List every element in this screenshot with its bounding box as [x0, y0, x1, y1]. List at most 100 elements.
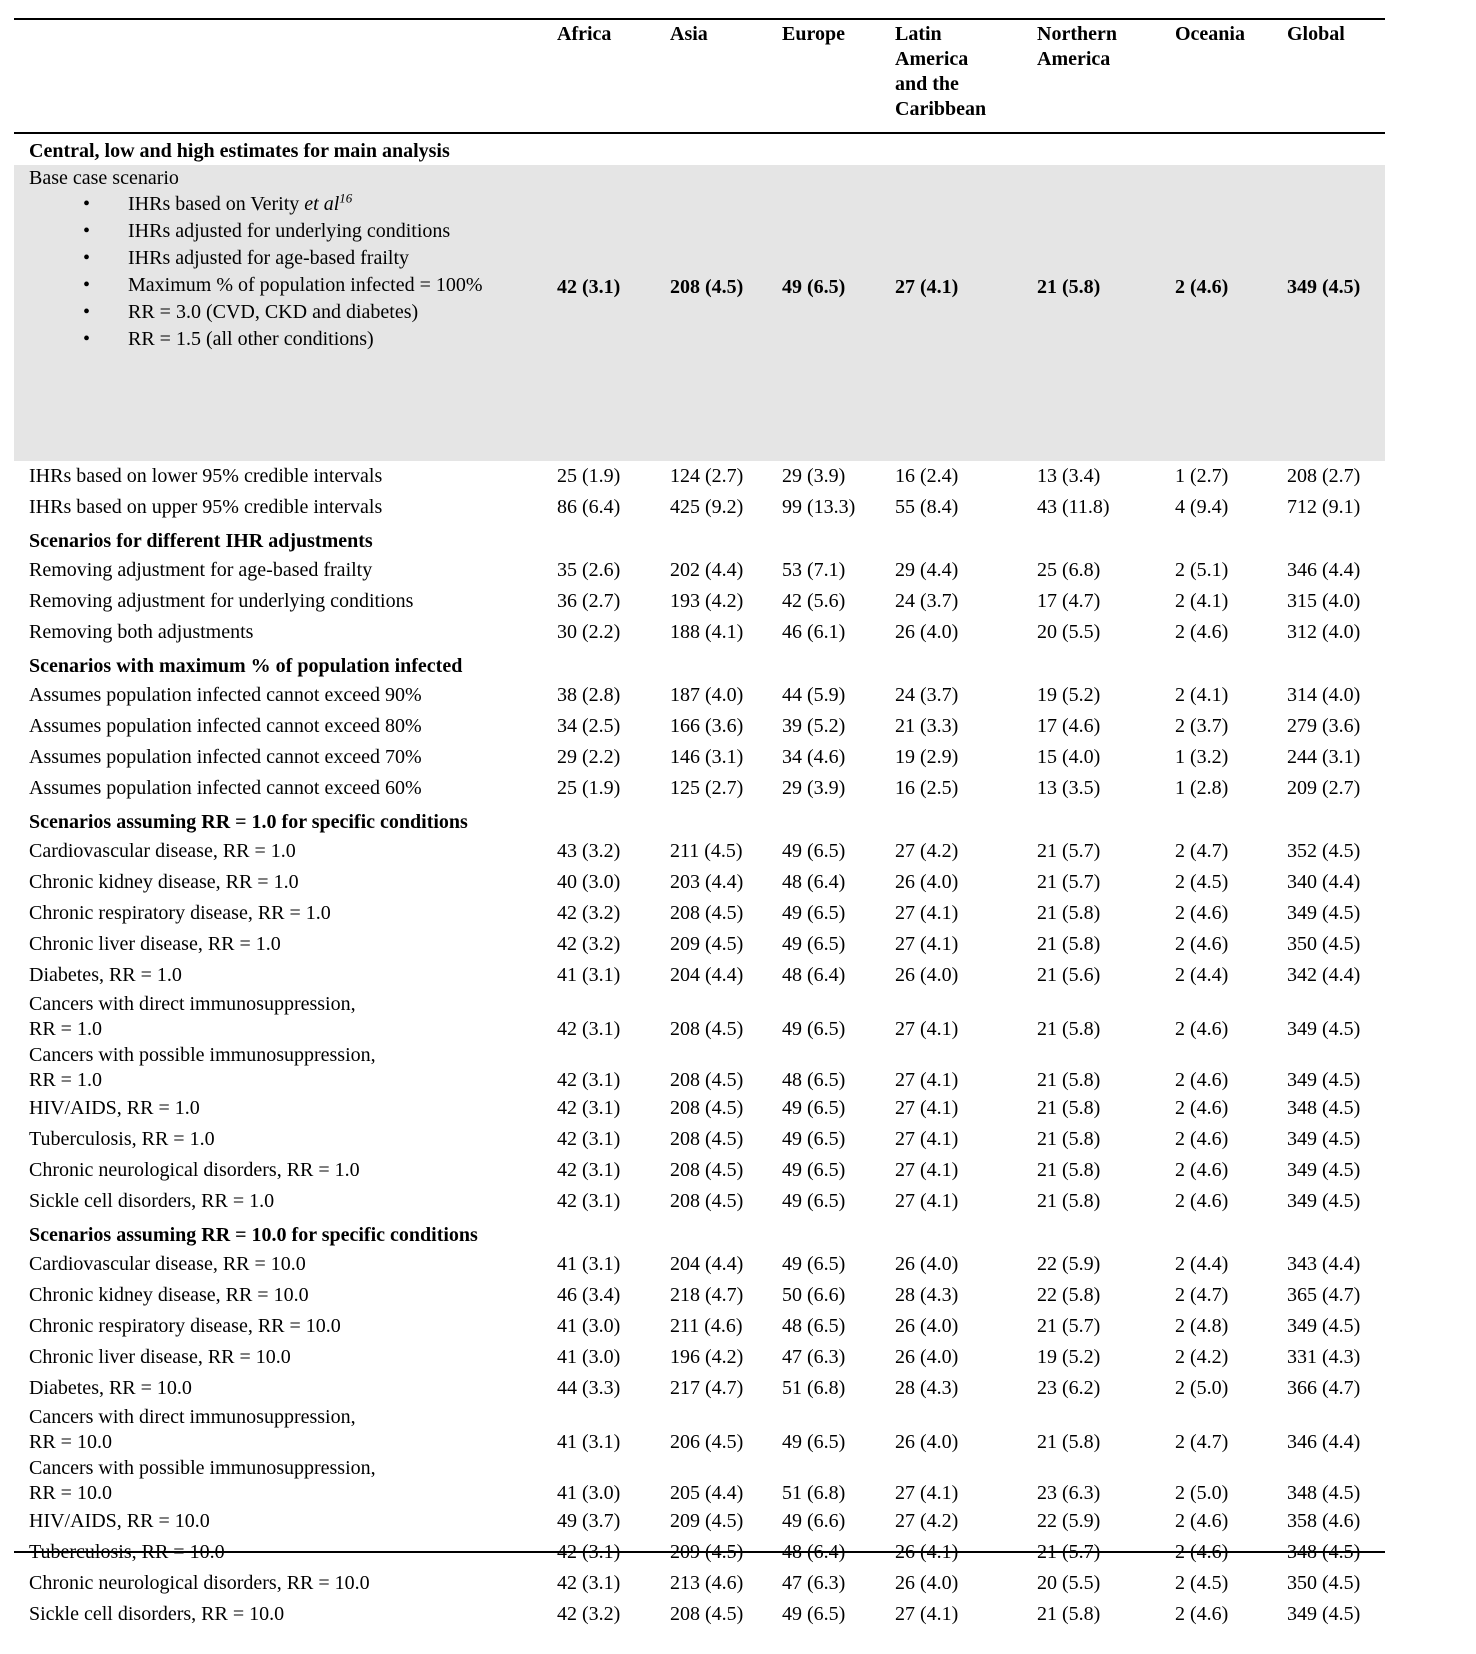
cell-value: 13 (3.4)	[1037, 465, 1101, 487]
cell-value: 25 (6.8)	[1037, 559, 1101, 581]
cell-value: 34 (4.6)	[782, 746, 846, 768]
table-row: Cancers with direct immunosuppression, R…	[14, 991, 1385, 1042]
bullet-icon: •	[83, 328, 91, 350]
cell-value: 211 (4.6)	[670, 1315, 743, 1337]
cell-value: 46 (3.4)	[557, 1284, 621, 1306]
cell-value: 204 (4.4)	[670, 964, 744, 986]
row-label: Cardiovascular disease, RR = 10.0	[29, 1253, 306, 1275]
bullet-item: • RR = 1.5 (all other conditions)	[29, 326, 557, 353]
cell-value: 16 (2.5)	[895, 777, 959, 799]
cell-value: 349 (4.5)	[1287, 1128, 1361, 1150]
bullet-text-main: IHRs adjusted for age-based frailty	[128, 247, 410, 269]
cell-value: 346 (4.4)	[1287, 559, 1361, 581]
cell-value: 44 (3.3)	[557, 1377, 621, 1399]
row-label: Chronic kidney disease, RR = 1.0	[29, 871, 299, 893]
header-blank	[14, 20, 557, 132]
cell-value: 47 (6.3)	[782, 1572, 846, 1594]
cell-value: 41 (3.0)	[557, 1346, 621, 1368]
cell-value: 26 (4.0)	[895, 1346, 959, 1368]
bullet-text-main: IHRs based on Verity	[128, 193, 305, 215]
section-title: Scenarios with maximum % of population i…	[29, 655, 463, 677]
cell-value: 1 (2.7)	[1175, 465, 1229, 487]
table-row: Cardiovascular disease, RR = 10.0 41 (3.1…	[14, 1249, 1385, 1280]
row-label: Assumes population infected cannot excee…	[29, 746, 422, 768]
cell-value: 42 (3.1)	[557, 1128, 621, 1150]
section-header: Scenarios for different IHR adjustments	[14, 523, 1385, 555]
bullet-text: RR = 1.5 (all other conditions)	[128, 326, 374, 353]
cell-value: 29 (3.9)	[782, 465, 846, 487]
cell-value: 42 (3.1)	[557, 1159, 621, 1181]
cell-value: 50 (6.6)	[782, 1284, 846, 1306]
cell-value: 349 (4.5)	[1287, 1315, 1361, 1337]
row-label: Removing adjustment for underlying condi…	[29, 590, 414, 612]
table-row: Sickle cell disorders, RR = 10.0 42 (3.2)…	[14, 1599, 1385, 1630]
cell-value: 48 (6.5)	[782, 1069, 846, 1091]
cell-value: 43 (3.2)	[557, 840, 621, 862]
table-row: Tuberculosis, RR = 10.0 42 (3.1) 209 (4.5)…	[14, 1537, 1385, 1568]
cell-value: 208 (4.5)	[670, 902, 744, 924]
cell-value: 21 (5.8)	[1037, 1431, 1101, 1453]
cell-value: 340 (4.4)	[1287, 871, 1361, 893]
table-row: Tuberculosis, RR = 1.0 42 (3.1) 208 (4.5) 4…	[14, 1124, 1385, 1155]
cell-value: 28 (4.3)	[895, 1377, 959, 1399]
table-row: Removing adjustment for age-based frailt…	[14, 555, 1385, 586]
cell-value: 208 (4.5)	[670, 1097, 744, 1119]
table-row: Assumes population infected cannot excee…	[14, 773, 1385, 804]
row-label: Assumes population infected cannot excee…	[29, 777, 422, 799]
cell-value: 1 (2.8)	[1175, 777, 1229, 799]
cell-value: 2 (3.7)	[1175, 715, 1229, 737]
cell-value: 346 (4.4)	[1287, 1431, 1361, 1453]
row-label: Cancers with direct immunosuppression, R…	[29, 1406, 356, 1453]
cell-value: 42 (3.1)	[557, 1069, 621, 1091]
row-label: Tuberculosis, RR = 1.0	[29, 1128, 215, 1150]
cell-value: 49 (6.5)	[782, 1097, 846, 1119]
cell-value: 23 (6.3)	[1037, 1482, 1101, 1504]
cell-value: 27 (4.1)	[895, 1482, 959, 1504]
column-header: Latin America and the Caribbean	[895, 23, 987, 120]
cell-value: 49 (3.7)	[557, 1510, 621, 1532]
cell-value: 48 (6.4)	[782, 871, 846, 893]
cell-value: 21 (5.8)	[1037, 1159, 1101, 1181]
bullet-icon: •	[83, 193, 91, 215]
row-label: IHRs based on lower 95% credible interva…	[29, 465, 383, 487]
bullet-icon: •	[83, 247, 91, 269]
cell-value: 27 (4.1)	[895, 933, 959, 955]
cell-value: 213 (4.6)	[670, 1572, 744, 1594]
cell-value: 26 (4.0)	[895, 1253, 959, 1275]
table-row: Chronic respiratory disease, RR = 1.0 42 …	[14, 898, 1385, 929]
row-label: HIV/AIDS, RR = 10.0	[29, 1510, 210, 1532]
row-label: Chronic respiratory disease, RR = 1.0	[29, 902, 331, 924]
cell-value: 40 (3.0)	[557, 871, 621, 893]
table-row: Removing both adjustments 30 (2.2) 188 (4.…	[14, 617, 1385, 648]
cell-value: 208 (4.5)	[670, 165, 782, 461]
table-row: HIV/AIDS, RR = 1.0 42 (3.1) 208 (4.5) 49 (6…	[14, 1093, 1385, 1124]
section-title: Scenarios assuming RR = 1.0 for specific…	[29, 811, 468, 833]
table-row: HIV/AIDS, RR = 10.0 49 (3.7) 209 (4.5) 49 (…	[14, 1506, 1385, 1537]
cell-value: 27 (4.1)	[895, 165, 1037, 461]
cell-value: 2 (4.6)	[1175, 1510, 1229, 1532]
cell-value: 49 (6.5)	[782, 902, 846, 924]
cell-value: 2 (4.1)	[1175, 684, 1229, 706]
cell-value: 2 (4.6)	[1175, 933, 1229, 955]
cell-value: 35 (2.6)	[557, 559, 621, 581]
cell-value: 2 (4.5)	[1175, 1572, 1229, 1594]
cell-value: 26 (4.0)	[895, 1431, 959, 1453]
cell-value: 42 (3.1)	[557, 1190, 621, 1212]
column-header: Global	[1287, 23, 1345, 45]
cell-value: 17 (4.7)	[1037, 590, 1101, 612]
header-rule	[14, 132, 1385, 134]
cell-value: 21 (5.8)	[1037, 1128, 1101, 1150]
row-label: IHRs based on upper 95% credible interva…	[29, 496, 383, 518]
row-label: Cancers with possible immunosuppression,…	[29, 1457, 376, 1504]
row-label: HIV/AIDS, RR = 1.0	[29, 1097, 200, 1119]
column-header: Northern America	[1037, 23, 1117, 70]
bullet-text-main: RR = 1.5 (all other conditions)	[128, 328, 374, 350]
bullet-icon: •	[83, 274, 91, 296]
cell-value: 21 (5.8)	[1037, 1018, 1101, 1040]
cell-value: 42 (3.1)	[557, 1572, 621, 1594]
bullet-item: • Maximum % of population infected = 100%	[29, 272, 557, 299]
section-header: Central, low and high estimates for main…	[14, 132, 1385, 165]
cell-value: 23 (6.2)	[1037, 1377, 1101, 1399]
cell-value: 48 (6.4)	[782, 1541, 846, 1563]
cell-value: 209 (2.7)	[1287, 777, 1361, 799]
